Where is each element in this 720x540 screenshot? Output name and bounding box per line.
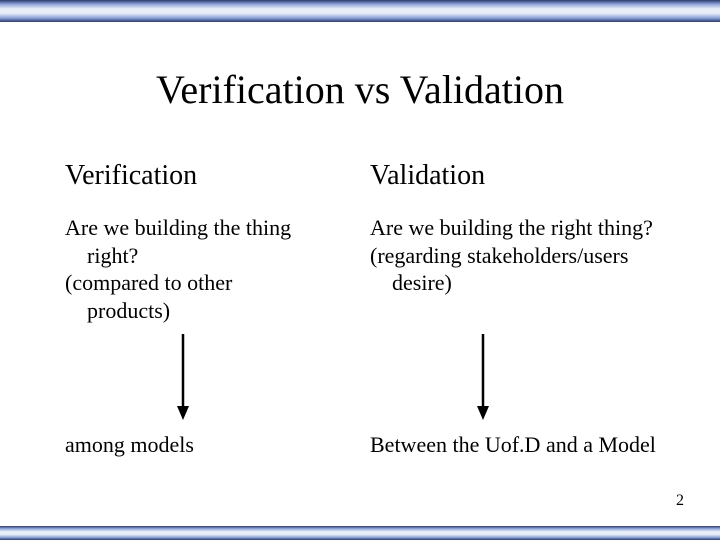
page-number: 2: [676, 492, 684, 510]
left-line1: Are we building the thing: [65, 215, 291, 240]
right-heading: Validation: [370, 160, 710, 192]
bottom-bar: [0, 526, 720, 540]
left-line1-indent: right?: [65, 242, 355, 270]
left-heading: Verification: [65, 160, 355, 192]
left-body: Are we building the thing right? (compar…: [65, 214, 355, 324]
left-column: Verification Are we building the thing r…: [65, 160, 355, 324]
right-body: Are we building the right thing? (regard…: [370, 214, 710, 297]
left-line2-indent: products): [65, 297, 355, 325]
right-line2: (regarding stakeholders/users: [370, 243, 628, 268]
right-line2-indent: desire): [370, 269, 710, 297]
slide-title: Verification vs Validation: [0, 66, 720, 113]
right-bottom-text: Between the Uof.D and a Model: [370, 432, 656, 458]
left-bottom-text: among models: [65, 432, 194, 458]
right-line1: Are we building the right thing?: [370, 215, 653, 240]
left-line2: (compared to other: [65, 270, 232, 295]
right-arrow-icon: [475, 334, 491, 420]
top-bar: [0, 0, 720, 22]
right-column: Validation Are we building the right thi…: [370, 160, 710, 297]
left-arrow-icon: [175, 334, 191, 420]
